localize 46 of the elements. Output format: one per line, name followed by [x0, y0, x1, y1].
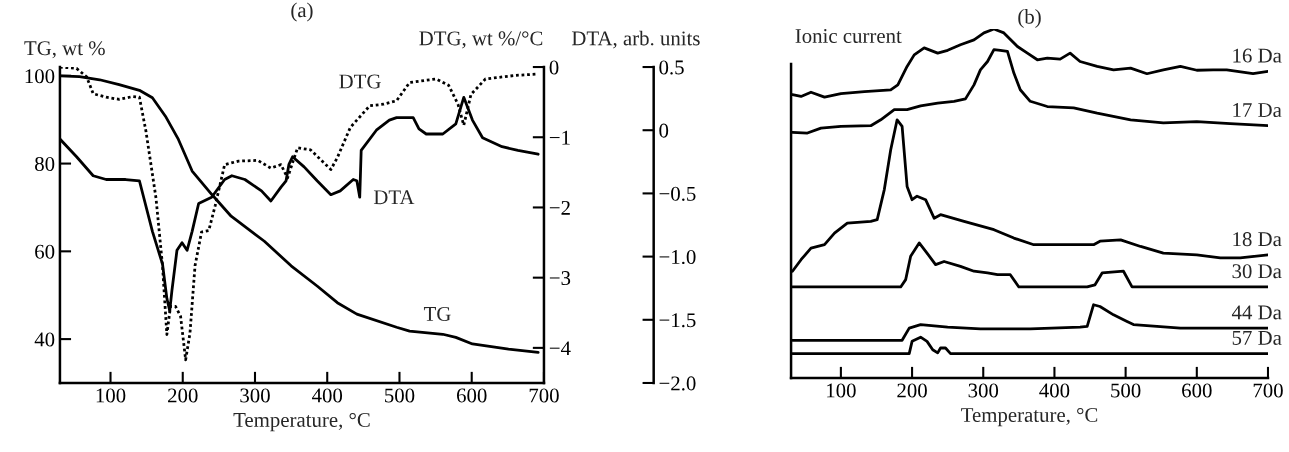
x-tick-label: 700 — [529, 388, 559, 403]
y2-tick-label: −2 — [549, 200, 570, 215]
y-tick-label: 60 — [35, 244, 55, 259]
y2-tick-label: −4 — [549, 341, 571, 356]
x-axis-title: Temperature, °C — [961, 407, 1098, 427]
y3-tick-label: −1.0 — [659, 249, 696, 265]
x-tick-label: 600 — [456, 388, 487, 403]
series-label: DTG — [339, 74, 381, 89]
y3-tick-label: −1.5 — [659, 313, 696, 328]
x-tick-label: 100 — [96, 388, 126, 403]
y2-axis-title: DTG, wt %/°C — [419, 31, 543, 49]
y2-tick-label: −1 — [549, 130, 570, 145]
y3-tick-label: 0 — [659, 123, 669, 138]
y3-axis-title: DTA, arb. units — [571, 30, 700, 49]
x-tick-label: 300 — [240, 388, 270, 403]
x-tick-label: 100 — [827, 383, 856, 398]
y3-tick-label: −0.5 — [659, 186, 696, 201]
y3-tick-label: −2.0 — [659, 376, 696, 391]
x-tick-label: 500 — [1111, 383, 1141, 398]
x-tick-label: 300 — [968, 383, 999, 398]
x-axis-title: Temperature, °C — [233, 412, 370, 432]
series-label: TG — [423, 306, 451, 321]
series-label: DTA — [373, 190, 415, 205]
x-tick-label: 200 — [897, 383, 927, 398]
series-label: 18 Da — [1233, 232, 1282, 247]
x-tick-label: 400 — [312, 388, 343, 403]
chart-title: (b) — [1018, 9, 1041, 28]
y-tick-label: 100 — [25, 69, 55, 84]
x-tick-label: 700 — [1253, 383, 1283, 398]
chart-title: (a) — [291, 2, 313, 22]
y2-tick-label: −3 — [549, 271, 571, 286]
y-tick-label: 80 — [35, 156, 55, 171]
series-label: 44 Da — [1231, 305, 1282, 320]
y3-tick-label: 0.5 — [659, 60, 684, 75]
y-tick-label: 40 — [34, 332, 55, 347]
series-label: 57 Da — [1232, 331, 1282, 345]
y2-tick-label: 0 — [549, 60, 559, 75]
y-axis-title: Ionic current — [795, 29, 902, 43]
series-label: 16 Da — [1233, 48, 1282, 63]
series-label: 17 Da — [1233, 103, 1282, 118]
x-tick-label: 200 — [168, 388, 198, 403]
x-tick-label: 600 — [1182, 383, 1212, 398]
y-axis-title: TG, wt % — [24, 41, 105, 59]
x-tick-label: 500 — [385, 388, 415, 403]
series-label: 30 Da — [1232, 264, 1282, 279]
x-tick-label: 400 — [1039, 383, 1070, 398]
